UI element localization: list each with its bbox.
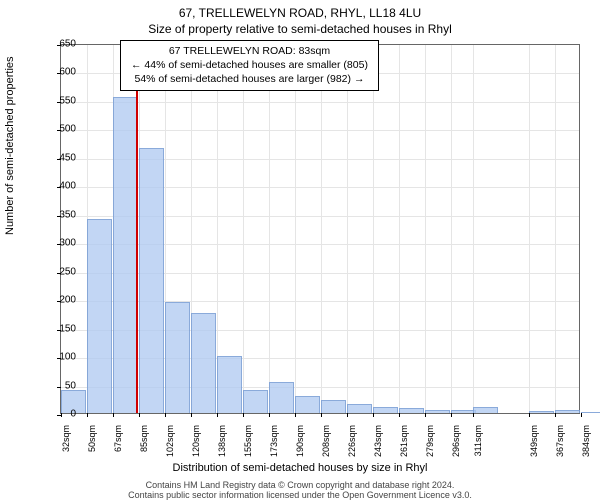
- y-tick-label: 250: [46, 266, 76, 277]
- info-box-line3: 54% of semi-detached houses are larger (…: [131, 72, 368, 86]
- y-tick-label: 100: [46, 352, 76, 363]
- chart-plot-area: [60, 44, 580, 414]
- y-tick-label: 600: [46, 67, 76, 78]
- x-tick-label: 67sqm: [113, 425, 123, 461]
- x-tick-mark: [451, 413, 452, 417]
- footer-line2: Contains public sector information licen…: [0, 490, 600, 500]
- x-tick-mark: [347, 413, 348, 417]
- bar: [243, 390, 268, 413]
- x-tick-label: 155sqm: [243, 425, 253, 461]
- y-tick-label: 300: [46, 238, 76, 249]
- bar: [165, 302, 190, 413]
- bar: [581, 412, 600, 413]
- grid-line-v: [295, 45, 296, 413]
- x-tick-mark: [243, 413, 244, 417]
- x-tick-label: 208sqm: [321, 425, 331, 461]
- x-tick-mark: [473, 413, 474, 417]
- grid-line-v: [347, 45, 348, 413]
- bar: [529, 411, 554, 413]
- bar: [473, 407, 498, 413]
- x-tick-label: 190sqm: [295, 425, 305, 461]
- page-title-line1: 67, TRELLEWELYN ROAD, RHYL, LL18 4LU: [0, 0, 600, 20]
- x-tick-mark: [191, 413, 192, 417]
- grid-line-v: [373, 45, 374, 413]
- bar: [555, 410, 580, 413]
- grid-line-v: [529, 45, 530, 413]
- bar: [217, 356, 242, 413]
- y-tick-label: 50: [46, 380, 76, 391]
- bar: [399, 408, 424, 413]
- footer-line1: Contains HM Land Registry data © Crown c…: [0, 480, 600, 490]
- y-tick-label: 500: [46, 124, 76, 135]
- x-tick-label: 85sqm: [139, 425, 149, 461]
- bar: [191, 313, 216, 413]
- bar: [347, 404, 372, 413]
- x-tick-label: 120sqm: [191, 425, 201, 461]
- bar: [425, 410, 450, 413]
- x-tick-label: 173sqm: [269, 425, 279, 461]
- grid-line-v: [555, 45, 556, 413]
- info-box: 67 TRELLEWELYN ROAD: 83sqm ← 44% of semi…: [120, 40, 379, 91]
- marker-line: [136, 45, 138, 413]
- x-tick-label: 226sqm: [347, 425, 357, 461]
- x-tick-label: 349sqm: [529, 425, 539, 461]
- info-box-line1: 67 TRELLEWELYN ROAD: 83sqm: [131, 44, 368, 58]
- bar: [373, 407, 398, 413]
- bar: [113, 97, 138, 413]
- bar: [321, 400, 346, 413]
- x-tick-mark: [529, 413, 530, 417]
- bar: [139, 148, 164, 413]
- x-tick-label: 50sqm: [87, 425, 97, 461]
- x-tick-label: 279sqm: [425, 425, 435, 461]
- bar: [269, 382, 294, 413]
- x-tick-label: 102sqm: [165, 425, 175, 461]
- grid-line-v: [243, 45, 244, 413]
- x-tick-label: 296sqm: [451, 425, 461, 461]
- bar: [87, 219, 112, 413]
- x-tick-mark: [295, 413, 296, 417]
- y-tick-label: 350: [46, 209, 76, 220]
- grid-line-v: [321, 45, 322, 413]
- grid-line-v: [425, 45, 426, 413]
- grid-line-v: [451, 45, 452, 413]
- x-tick-label: 311sqm: [473, 425, 483, 461]
- x-tick-mark: [399, 413, 400, 417]
- x-tick-label: 32sqm: [61, 425, 71, 461]
- x-tick-mark: [87, 413, 88, 417]
- y-tick-label: 400: [46, 181, 76, 192]
- y-axis-label: Number of semi-detached properties: [4, 56, 16, 235]
- grid-line-v: [473, 45, 474, 413]
- x-tick-label: 384sqm: [581, 425, 591, 461]
- y-tick-label: 650: [46, 39, 76, 50]
- x-tick-mark: [425, 413, 426, 417]
- y-tick-label: 450: [46, 152, 76, 163]
- x-tick-mark: [321, 413, 322, 417]
- x-tick-mark: [165, 413, 166, 417]
- page-title-line2: Size of property relative to semi-detach…: [0, 20, 600, 36]
- grid-line-v: [399, 45, 400, 413]
- y-tick-label: 200: [46, 295, 76, 306]
- x-tick-mark: [555, 413, 556, 417]
- y-tick-label: 150: [46, 323, 76, 334]
- y-tick-label: 550: [46, 95, 76, 106]
- x-tick-mark: [139, 413, 140, 417]
- x-tick-label: 367sqm: [555, 425, 565, 461]
- x-tick-mark: [269, 413, 270, 417]
- x-tick-label: 261sqm: [399, 425, 409, 461]
- info-box-line2: ← 44% of semi-detached houses are smalle…: [131, 58, 368, 72]
- x-tick-mark: [217, 413, 218, 417]
- x-tick-label: 138sqm: [217, 425, 227, 461]
- y-tick-label: 0: [46, 409, 76, 420]
- x-tick-mark: [581, 413, 582, 417]
- x-tick-label: 243sqm: [373, 425, 383, 461]
- x-axis-label: Distribution of semi-detached houses by …: [0, 462, 600, 474]
- x-tick-mark: [113, 413, 114, 417]
- x-tick-mark: [373, 413, 374, 417]
- bar: [295, 396, 320, 413]
- grid-line-v: [269, 45, 270, 413]
